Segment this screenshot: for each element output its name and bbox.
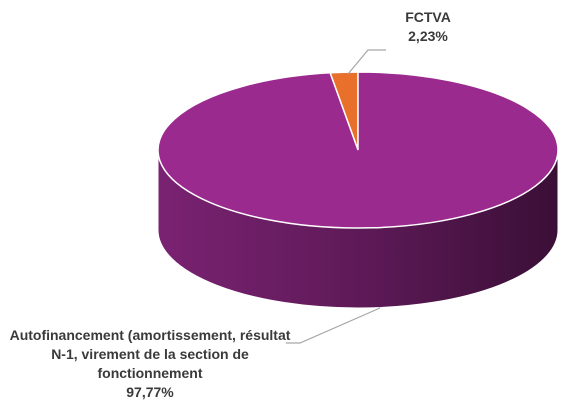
leader-line (347, 49, 386, 75)
slice (157, 71, 559, 229)
slice-label: Autofinancement (amortissement, résultat… (5, 326, 295, 402)
value-label: 2,23% (408, 28, 448, 44)
slice-label: FCTVA 2,23% (378, 8, 478, 46)
category-label: FCTVA (405, 9, 451, 25)
leader-line (286, 307, 381, 344)
category-label: Autofinancement (amortissement, résultat… (9, 327, 291, 381)
value-label: 97,77% (126, 384, 174, 400)
